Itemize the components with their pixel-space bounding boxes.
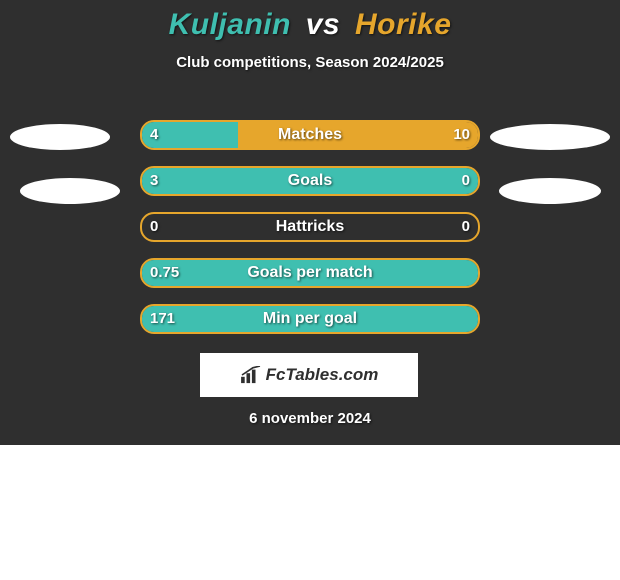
stat-bar-fill-player1 (142, 260, 478, 286)
stat-bar-track (140, 304, 480, 334)
stat-row: Hattricks00 (0, 212, 620, 258)
stat-row: Goals per match0.75 (0, 258, 620, 304)
stat-bar-fill-player1 (142, 168, 478, 194)
vs-label: vs (306, 8, 340, 41)
stat-bar-fill-player1 (142, 306, 478, 332)
avatar-placeholder-left-bottom (20, 178, 120, 204)
stat-bar-track (140, 166, 480, 196)
stat-bar-track (140, 258, 480, 288)
brand-text: FcTables.com (240, 365, 379, 385)
player2-name: Horike (355, 8, 451, 41)
avatar-placeholder-right-bottom (499, 178, 601, 204)
subtitle: Club competitions, Season 2024/2025 (0, 54, 620, 71)
stat-bar-track (140, 212, 480, 242)
avatar-placeholder-left-top (10, 124, 110, 150)
stat-bar-track (140, 120, 480, 150)
stat-row: Min per goal171 (0, 304, 620, 350)
brand-label: FcTables.com (266, 365, 379, 385)
stats-area: Matches410Goals30Hattricks00Goals per ma… (0, 120, 620, 350)
brand-box: FcTables.com (200, 353, 418, 397)
avatar-placeholder-right-top (490, 124, 610, 150)
dark-background: Kuljanin vs Horike Club competitions, Se… (0, 0, 620, 445)
brand-chart-icon (240, 366, 262, 384)
stat-bar-fill-player2 (238, 122, 478, 148)
container: Kuljanin vs Horike Club competitions, Se… (0, 0, 620, 580)
stat-bar-fill-player1 (142, 122, 238, 148)
date-label: 6 november 2024 (0, 410, 620, 427)
player1-name: Kuljanin (169, 8, 291, 41)
page-title: Kuljanin vs Horike (0, 0, 620, 42)
